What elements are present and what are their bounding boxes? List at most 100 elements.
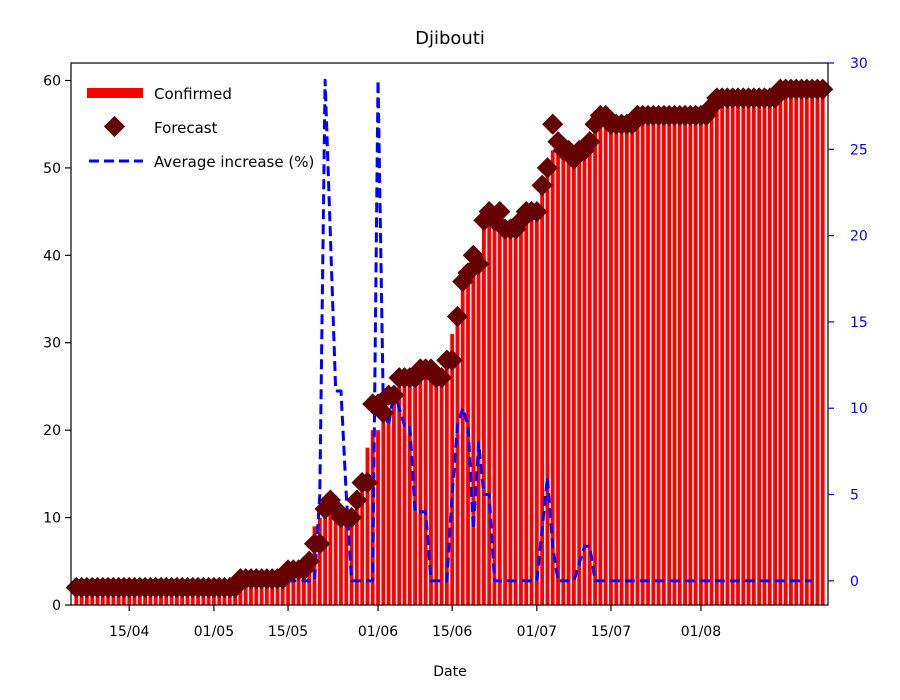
bar-confirmed xyxy=(683,115,687,605)
bar-confirmed xyxy=(434,377,439,605)
bar-confirmed xyxy=(376,430,380,605)
bar-confirmed xyxy=(275,578,280,605)
bar-confirmed xyxy=(582,150,587,606)
bar-confirmed xyxy=(730,97,735,605)
y-tick-label-left: 60 xyxy=(43,73,61,89)
x-axis: 15/04 01/05 15/05 01/06 15/06 01/07 15/07 01/08 xyxy=(109,605,721,640)
y-tick-label-right: 20 xyxy=(850,229,868,245)
bar-confirmed xyxy=(513,229,518,605)
bar-confirmed xyxy=(365,447,370,605)
bar-confirmed xyxy=(254,578,259,605)
bar-confirmed xyxy=(466,272,470,605)
forecast-point xyxy=(298,550,320,572)
bar-confirmed xyxy=(302,570,306,605)
bar-confirmed xyxy=(572,159,576,605)
bar-confirmed xyxy=(609,124,613,605)
bar-confirmed xyxy=(354,500,359,605)
x-tick-label: 15/07 xyxy=(591,624,631,640)
bar-confirmed xyxy=(704,115,709,605)
bar-confirmed xyxy=(709,106,714,606)
bar-confirmed xyxy=(333,508,338,605)
bar-confirmed xyxy=(661,115,666,605)
y-tick-label-right: 25 xyxy=(850,142,868,158)
bar-confirmed xyxy=(397,386,402,605)
bar-confirmed xyxy=(773,97,777,605)
bar-confirmed xyxy=(725,97,730,605)
legend: Confirmed Forecast Average increase (%) xyxy=(87,85,314,171)
bar-confirmed xyxy=(778,89,783,606)
forecast-point xyxy=(309,533,331,555)
bar-confirmed xyxy=(402,386,407,605)
bar-confirmed xyxy=(460,281,465,605)
bar-confirmed xyxy=(339,517,343,605)
bar-confirmed xyxy=(624,124,629,605)
bar-confirmed xyxy=(651,115,656,605)
bar-confirmed xyxy=(360,482,365,605)
bar-confirmed xyxy=(307,561,312,605)
bar-confirmed xyxy=(630,124,635,605)
bar-confirmed xyxy=(492,211,497,606)
legend-average-label: Average increase (%) xyxy=(154,153,314,171)
bar-confirmed xyxy=(407,377,412,605)
bar-confirmed xyxy=(444,360,449,605)
y-tick-label-right: 15 xyxy=(850,315,868,331)
x-tick-label: 01/06 xyxy=(358,624,398,640)
bar-confirmed xyxy=(561,159,566,605)
bar-confirmed xyxy=(587,141,592,605)
bar-confirmed xyxy=(640,115,645,605)
bar-confirmed xyxy=(423,368,428,605)
bar-confirmed xyxy=(519,220,523,605)
bar-confirmed xyxy=(746,97,751,605)
y-tick-label-right: 5 xyxy=(850,488,859,504)
bar-confirmed xyxy=(249,578,253,605)
y-tick-label-left: 30 xyxy=(43,336,61,352)
bar-confirmed xyxy=(688,115,693,605)
bar-confirmed xyxy=(783,89,788,606)
bar-confirmed xyxy=(418,377,423,605)
bar-confirmed xyxy=(392,395,396,605)
chart-title: Djibouti xyxy=(415,28,485,49)
y-tick-label-right: 0 xyxy=(850,574,859,590)
forecast-point xyxy=(531,174,553,196)
y-tick-label-left: 40 xyxy=(43,248,61,264)
forecast-point xyxy=(446,305,469,328)
x-tick-label: 15/06 xyxy=(432,624,472,640)
y-tick-label-left: 20 xyxy=(43,423,61,439)
forecast-point xyxy=(346,489,368,511)
forecast-point xyxy=(579,131,601,153)
bar-confirmed xyxy=(789,89,793,606)
legend-confirmed-label: Confirmed xyxy=(154,85,232,103)
y-tick-label-right: 30 xyxy=(850,56,868,72)
bar-confirmed xyxy=(635,115,640,605)
bar-confirmed xyxy=(291,570,296,605)
bar-confirmed xyxy=(455,316,460,605)
bar-confirmed xyxy=(656,115,661,605)
x-tick-label: 01/05 xyxy=(194,624,234,640)
bar-confirmed xyxy=(593,124,597,605)
bar-confirmed xyxy=(556,150,560,606)
bar-confirmed xyxy=(545,167,550,605)
bar-confirmed xyxy=(508,229,513,605)
bar-confirmed xyxy=(646,115,650,605)
forecast-point xyxy=(542,113,564,135)
bar-confirmed xyxy=(804,89,809,606)
y-tick-label-left: 0 xyxy=(52,598,61,614)
legend-forecast-marker xyxy=(103,115,126,138)
y-tick-label-left: 10 xyxy=(43,511,61,527)
plot-frame xyxy=(70,62,829,606)
bar-confirmed xyxy=(381,412,386,605)
bar-confirmed xyxy=(577,159,582,605)
bar-confirmed xyxy=(699,115,703,605)
y-tick-label-right: 10 xyxy=(850,401,868,417)
bar-confirmed xyxy=(471,255,476,605)
x-tick-label: 15/04 xyxy=(109,624,149,640)
bar-confirmed xyxy=(667,115,672,605)
bar-confirmed xyxy=(534,211,539,606)
bar-confirmed xyxy=(598,115,603,605)
x-tick-label: 01/08 xyxy=(681,624,721,640)
forecast-point xyxy=(526,201,548,223)
bar-confirmed xyxy=(614,124,619,605)
bar-confirmed xyxy=(450,334,455,605)
bar-confirmed xyxy=(323,508,327,605)
x-tick-label: 01/07 xyxy=(517,624,557,640)
